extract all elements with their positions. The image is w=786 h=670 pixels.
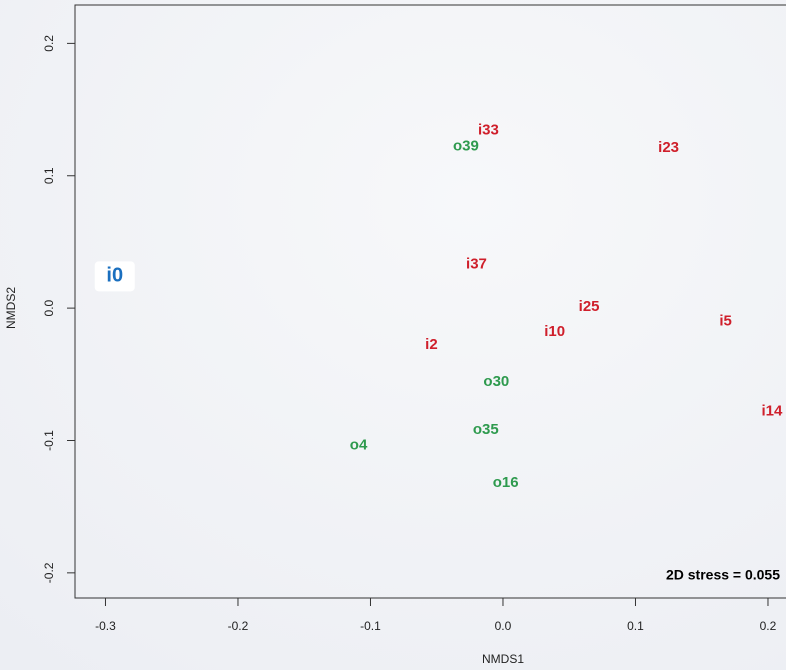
point-label: i37 [466, 255, 487, 272]
point-label: o39 [453, 138, 479, 155]
x-tick-label: 0.1 [627, 619, 644, 633]
y-tick-label: -0.2 [42, 562, 56, 583]
point-label: o30 [483, 373, 509, 390]
point-label: i10 [544, 323, 565, 340]
point-label: o4 [350, 437, 368, 454]
x-tick-label: 0.0 [495, 619, 512, 633]
point-label: i5 [719, 312, 732, 329]
point-label: i2 [425, 336, 438, 353]
point-label: i25 [579, 298, 600, 315]
point-label: o35 [473, 421, 499, 438]
x-tick-label: -0.3 [95, 619, 116, 633]
x-tick-label: -0.1 [360, 619, 381, 633]
y-tick-label: 0.2 [42, 35, 56, 52]
y-tick-label: -0.1 [42, 430, 56, 451]
y-tick-label: 0.0 [42, 299, 56, 316]
y-axis-label: NMDS2 [4, 287, 18, 329]
chart: NMDS1 NMDS2 2D stress = 0.055 -0.3 -0.2 -0… [0, 0, 786, 670]
x-tick-label: 0.2 [760, 619, 777, 633]
x-tick-label: -0.2 [228, 619, 249, 633]
point-label: i14 [762, 402, 784, 419]
point-label: i33 [478, 122, 499, 139]
stress-annotation: 2D stress = 0.055 [666, 567, 780, 583]
point-label: o16 [493, 474, 519, 491]
y-tick-label: 0.1 [42, 167, 56, 184]
point-label: i23 [658, 139, 679, 156]
point-label: i0 [106, 265, 123, 287]
x-axis-label: NMDS1 [482, 652, 524, 666]
